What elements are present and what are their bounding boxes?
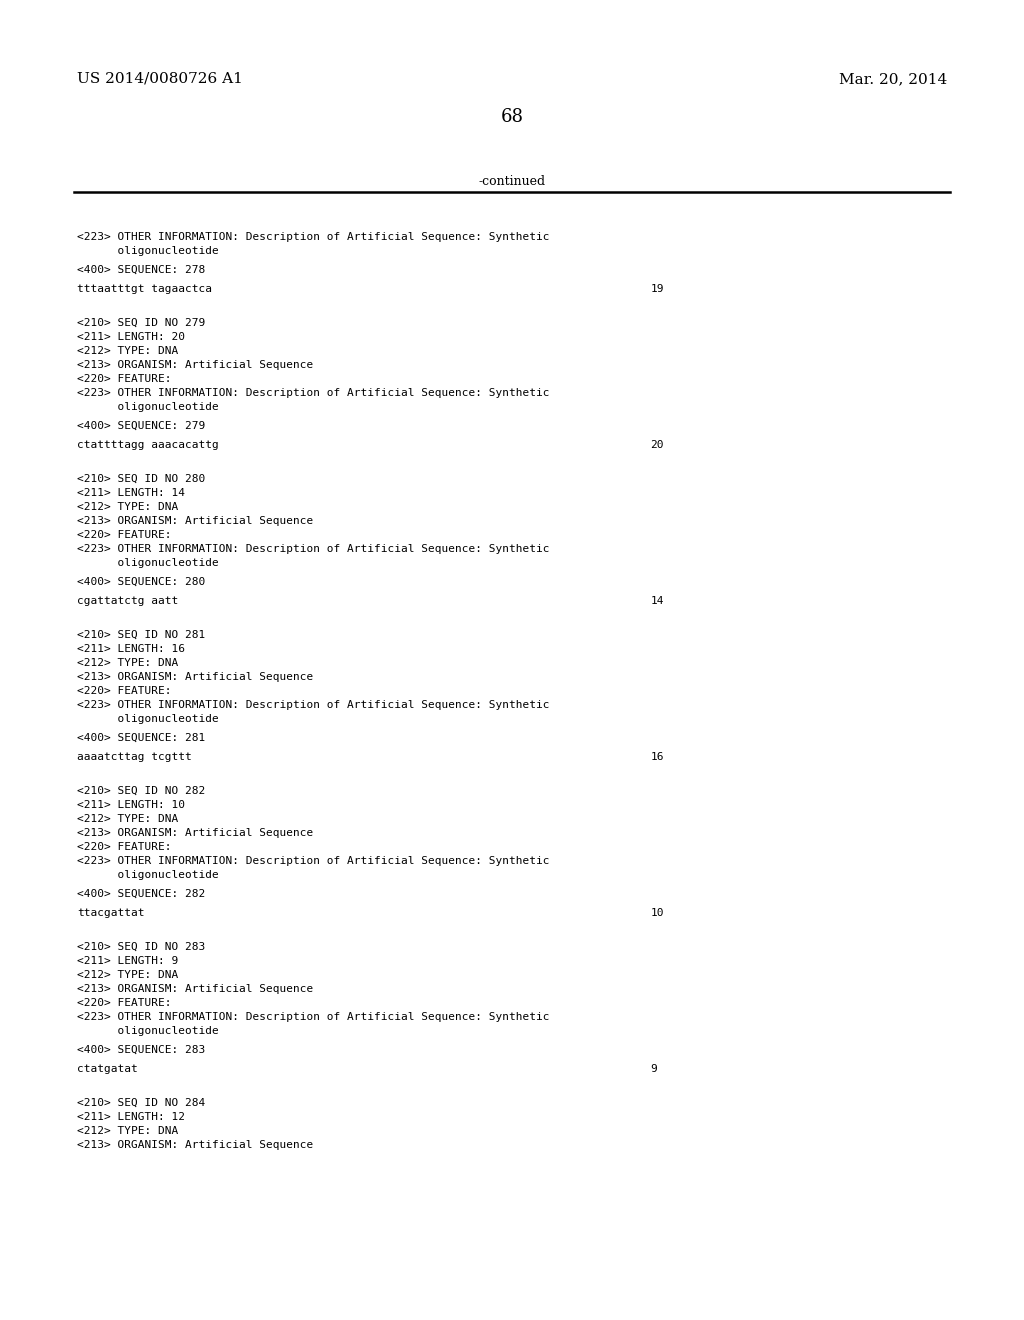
Text: <220> FEATURE:: <220> FEATURE: — [77, 531, 171, 540]
Text: <400> SEQUENCE: 283: <400> SEQUENCE: 283 — [77, 1045, 205, 1055]
Text: <400> SEQUENCE: 279: <400> SEQUENCE: 279 — [77, 421, 205, 432]
Text: <210> SEQ ID NO 280: <210> SEQ ID NO 280 — [77, 474, 205, 484]
Text: oligonucleotide: oligonucleotide — [77, 403, 218, 412]
Text: <213> ORGANISM: Artificial Sequence: <213> ORGANISM: Artificial Sequence — [77, 1140, 313, 1150]
Text: <211> LENGTH: 10: <211> LENGTH: 10 — [77, 800, 184, 810]
Text: <212> TYPE: DNA: <212> TYPE: DNA — [77, 346, 178, 356]
Text: Mar. 20, 2014: Mar. 20, 2014 — [839, 73, 947, 86]
Text: <223> OTHER INFORMATION: Description of Artificial Sequence: Synthetic: <223> OTHER INFORMATION: Description of … — [77, 855, 549, 866]
Text: <223> OTHER INFORMATION: Description of Artificial Sequence: Synthetic: <223> OTHER INFORMATION: Description of … — [77, 544, 549, 554]
Text: <210> SEQ ID NO 279: <210> SEQ ID NO 279 — [77, 318, 205, 327]
Text: tttaatttgt tagaactca: tttaatttgt tagaactca — [77, 284, 212, 294]
Text: <213> ORGANISM: Artificial Sequence: <213> ORGANISM: Artificial Sequence — [77, 983, 313, 994]
Text: <212> TYPE: DNA: <212> TYPE: DNA — [77, 970, 178, 979]
Text: oligonucleotide: oligonucleotide — [77, 558, 218, 568]
Text: oligonucleotide: oligonucleotide — [77, 1026, 218, 1036]
Text: 14: 14 — [650, 597, 664, 606]
Text: <210> SEQ ID NO 283: <210> SEQ ID NO 283 — [77, 942, 205, 952]
Text: <211> LENGTH: 12: <211> LENGTH: 12 — [77, 1111, 184, 1122]
Text: <400> SEQUENCE: 280: <400> SEQUENCE: 280 — [77, 577, 205, 587]
Text: US 2014/0080726 A1: US 2014/0080726 A1 — [77, 73, 243, 86]
Text: <212> TYPE: DNA: <212> TYPE: DNA — [77, 657, 178, 668]
Text: <210> SEQ ID NO 282: <210> SEQ ID NO 282 — [77, 785, 205, 796]
Text: 20: 20 — [650, 440, 664, 450]
Text: 19: 19 — [650, 284, 664, 294]
Text: <223> OTHER INFORMATION: Description of Artificial Sequence: Synthetic: <223> OTHER INFORMATION: Description of … — [77, 232, 549, 242]
Text: 16: 16 — [650, 752, 664, 762]
Text: <220> FEATURE:: <220> FEATURE: — [77, 374, 171, 384]
Text: ctatgatat: ctatgatat — [77, 1064, 137, 1074]
Text: 9: 9 — [650, 1064, 657, 1074]
Text: <223> OTHER INFORMATION: Description of Artificial Sequence: Synthetic: <223> OTHER INFORMATION: Description of … — [77, 388, 549, 399]
Text: <211> LENGTH: 14: <211> LENGTH: 14 — [77, 488, 184, 498]
Text: <400> SEQUENCE: 281: <400> SEQUENCE: 281 — [77, 733, 205, 743]
Text: <213> ORGANISM: Artificial Sequence: <213> ORGANISM: Artificial Sequence — [77, 828, 313, 838]
Text: cgattatctg aatt: cgattatctg aatt — [77, 597, 178, 606]
Text: <210> SEQ ID NO 281: <210> SEQ ID NO 281 — [77, 630, 205, 640]
Text: <211> LENGTH: 16: <211> LENGTH: 16 — [77, 644, 184, 653]
Text: oligonucleotide: oligonucleotide — [77, 870, 218, 880]
Text: <400> SEQUENCE: 278: <400> SEQUENCE: 278 — [77, 265, 205, 275]
Text: <213> ORGANISM: Artificial Sequence: <213> ORGANISM: Artificial Sequence — [77, 360, 313, 370]
Text: <223> OTHER INFORMATION: Description of Artificial Sequence: Synthetic: <223> OTHER INFORMATION: Description of … — [77, 1012, 549, 1022]
Text: <213> ORGANISM: Artificial Sequence: <213> ORGANISM: Artificial Sequence — [77, 672, 313, 682]
Text: ctattttagg aaacacattg: ctattttagg aaacacattg — [77, 440, 218, 450]
Text: oligonucleotide: oligonucleotide — [77, 714, 218, 723]
Text: <213> ORGANISM: Artificial Sequence: <213> ORGANISM: Artificial Sequence — [77, 516, 313, 525]
Text: <212> TYPE: DNA: <212> TYPE: DNA — [77, 1126, 178, 1137]
Text: <212> TYPE: DNA: <212> TYPE: DNA — [77, 502, 178, 512]
Text: 10: 10 — [650, 908, 664, 917]
Text: <210> SEQ ID NO 284: <210> SEQ ID NO 284 — [77, 1098, 205, 1107]
Text: oligonucleotide: oligonucleotide — [77, 246, 218, 256]
Text: 68: 68 — [501, 108, 523, 125]
Text: <400> SEQUENCE: 282: <400> SEQUENCE: 282 — [77, 888, 205, 899]
Text: ttacgattat: ttacgattat — [77, 908, 144, 917]
Text: aaaatcttag tcgttt: aaaatcttag tcgttt — [77, 752, 191, 762]
Text: <212> TYPE: DNA: <212> TYPE: DNA — [77, 814, 178, 824]
Text: <223> OTHER INFORMATION: Description of Artificial Sequence: Synthetic: <223> OTHER INFORMATION: Description of … — [77, 700, 549, 710]
Text: <211> LENGTH: 20: <211> LENGTH: 20 — [77, 333, 184, 342]
Text: <211> LENGTH: 9: <211> LENGTH: 9 — [77, 956, 178, 966]
Text: <220> FEATURE:: <220> FEATURE: — [77, 842, 171, 851]
Text: <220> FEATURE:: <220> FEATURE: — [77, 998, 171, 1008]
Text: <220> FEATURE:: <220> FEATURE: — [77, 686, 171, 696]
Text: -continued: -continued — [478, 176, 546, 187]
